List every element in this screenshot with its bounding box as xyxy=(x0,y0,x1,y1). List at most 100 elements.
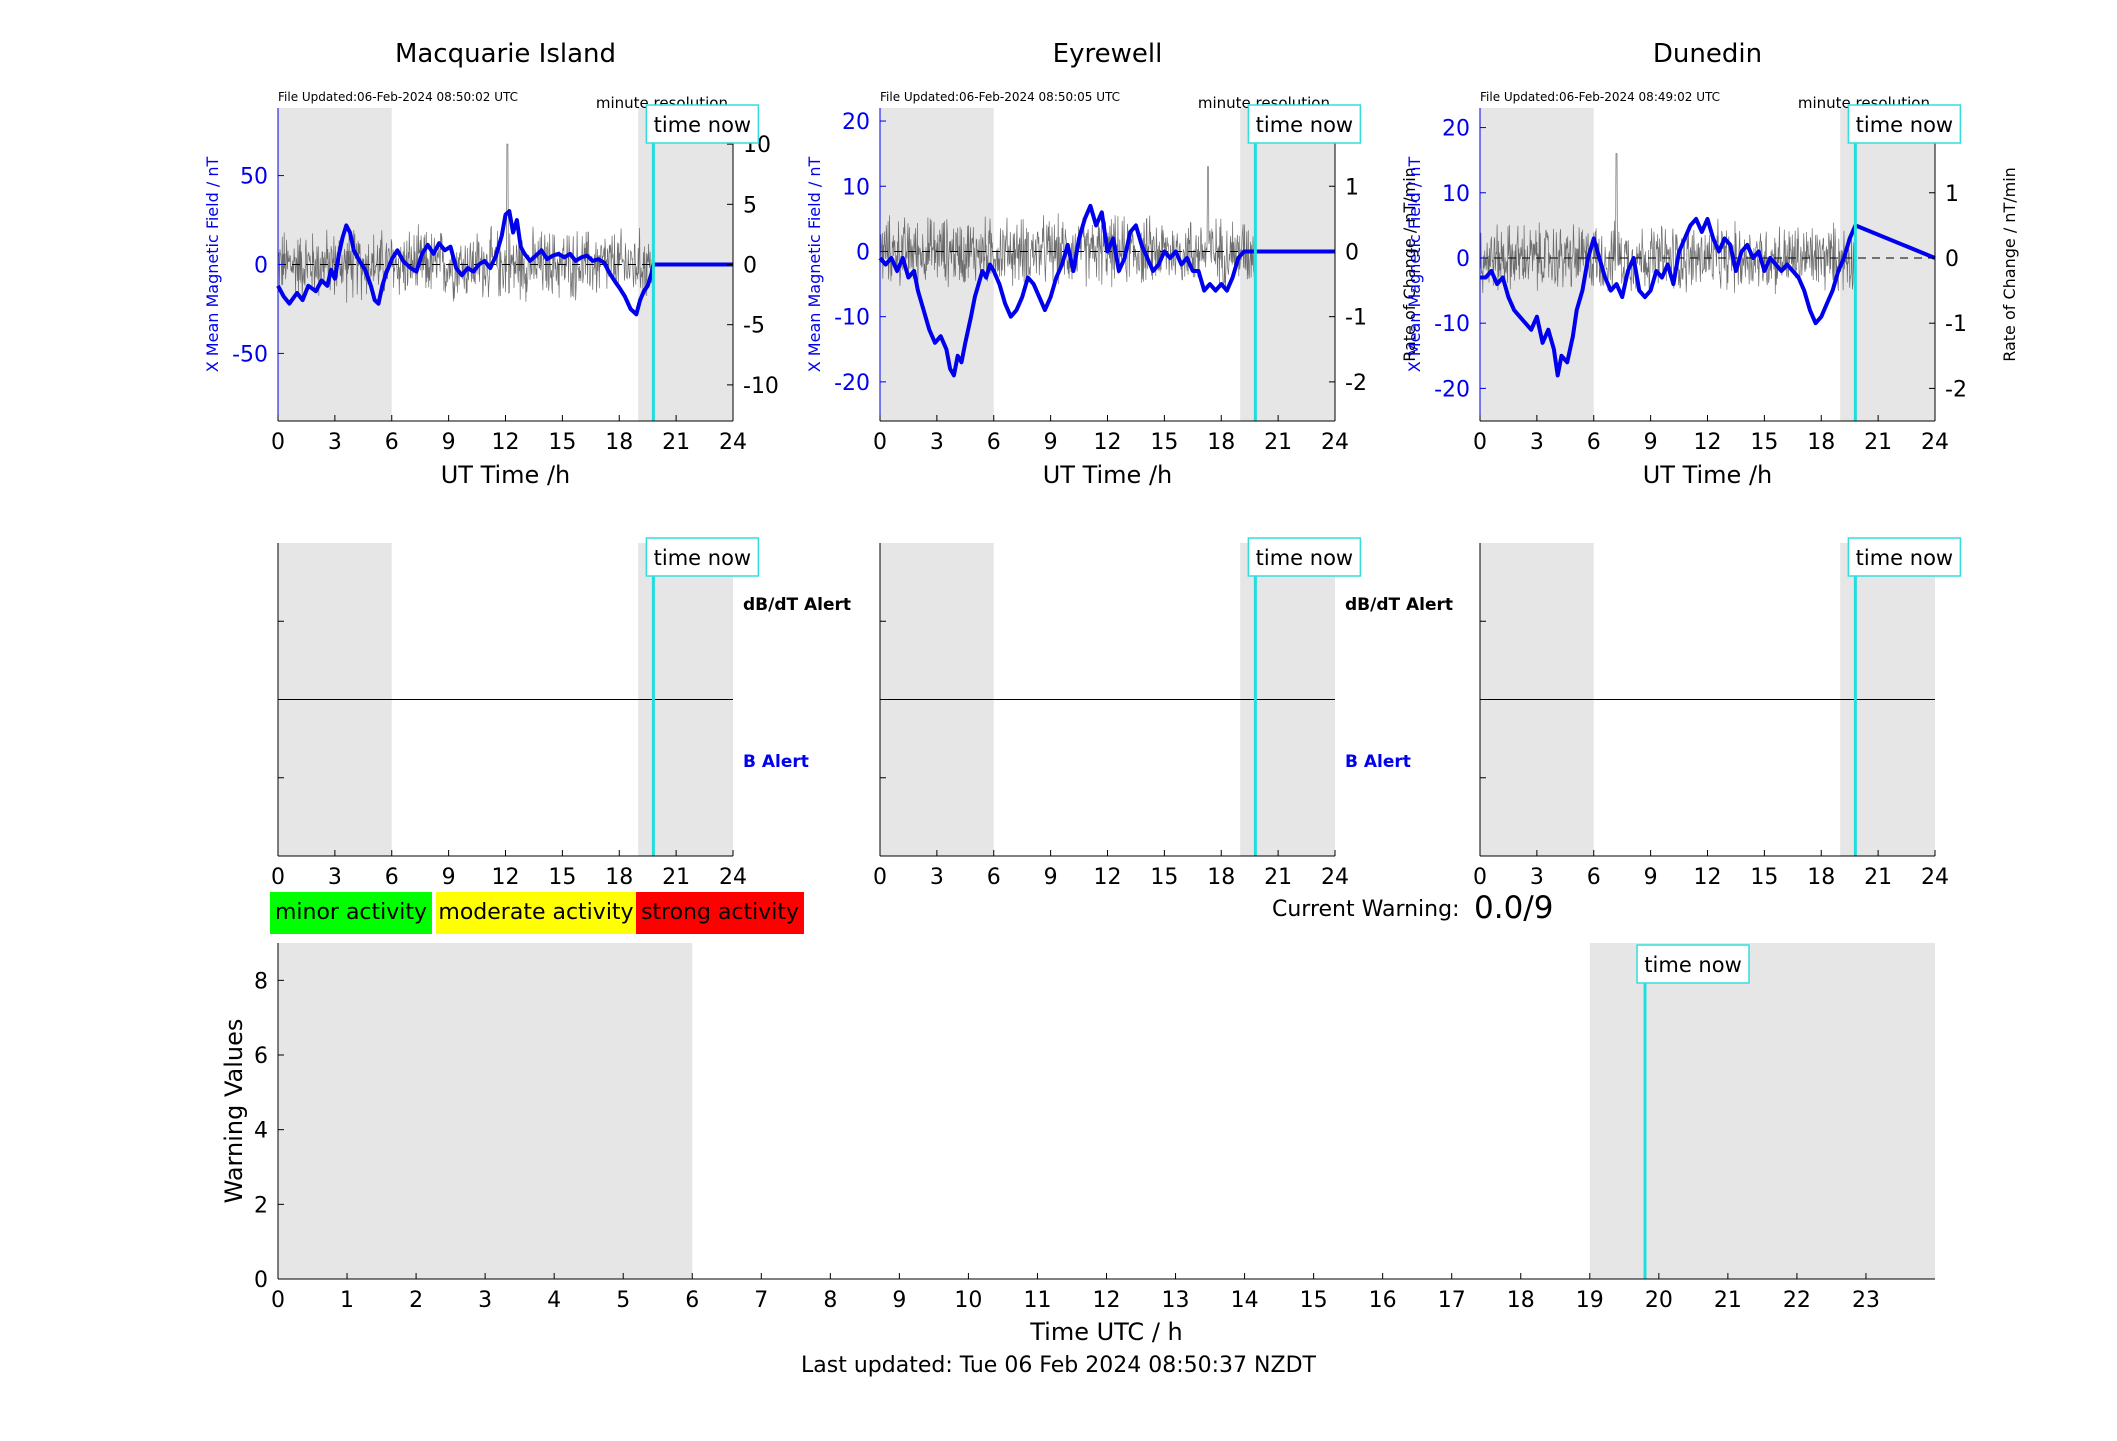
right-y-tick-label: -5 xyxy=(743,314,765,339)
legend-minor-activity: minor activity xyxy=(270,892,432,934)
x-axis-label: UT Time /h xyxy=(1043,461,1173,489)
right-y-tick-label: 0 xyxy=(1945,247,1959,272)
station-1-x-tick-label: 9 xyxy=(442,430,456,455)
time-now-label-box xyxy=(1847,537,1962,577)
station-3-x-tick-label: 6 xyxy=(1587,430,1601,455)
station-3-x-tick-label: 9 xyxy=(1644,430,1658,455)
warning-x-tick-label: 17 xyxy=(1438,1288,1466,1313)
alert-chart-1: dB/dT Alert B Alert xyxy=(277,543,851,856)
station-3-x-tick-label: 15 xyxy=(1750,430,1778,455)
alert-2-x-tick-label: 0 xyxy=(873,865,887,890)
warning-x-tick-label: 5 xyxy=(616,1288,630,1313)
left-y-tick-label: -10 xyxy=(1434,312,1470,337)
right-y-axis-label: Rate of Change / nT/min xyxy=(2000,167,2019,362)
station-chart-1: Macquarie Island File Updated:06-Feb-2024… xyxy=(203,39,779,489)
station-1-x-tick-label: 6 xyxy=(385,430,399,455)
x-axis-label: Time UTC / h xyxy=(1029,1318,1183,1346)
warning-x-tick-label: 12 xyxy=(1093,1288,1121,1313)
station-3-x-tick-label: 0 xyxy=(1473,430,1487,455)
time-now-label-box xyxy=(1636,944,1750,984)
time-now-label-box xyxy=(1847,104,1962,144)
rate-of-change-series xyxy=(277,143,654,303)
warning-x-tick-label: 10 xyxy=(954,1288,982,1313)
legend-strong-activity: strong activity xyxy=(636,892,804,934)
warning-x-tick-label: 4 xyxy=(547,1288,561,1313)
right-y-tick-label: -2 xyxy=(1945,377,1967,402)
warning-x-tick-label: 20 xyxy=(1645,1288,1673,1313)
left-y-tick-label: -20 xyxy=(1434,377,1470,402)
warning-x-tick-label: 2 xyxy=(409,1288,423,1313)
time-now-label: time now xyxy=(1256,113,1353,137)
station-1-x-tick-label: 15 xyxy=(548,430,576,455)
alert-2-x-tick-label: 15 xyxy=(1150,865,1178,890)
left-y-tick-label: 10 xyxy=(1442,182,1470,207)
alert-2-x-tick-label: 18 xyxy=(1207,865,1235,890)
station-1-x-tick-label: 3 xyxy=(328,430,342,455)
shaded-interval xyxy=(1589,943,1935,1279)
warning-x-tick-label: 1 xyxy=(340,1288,354,1313)
y-tick-label: 4 xyxy=(254,1119,268,1144)
alert-3-x-tick-label: 6 xyxy=(1587,865,1601,890)
left-y-axis-label: X Mean Magnetic Field / nT xyxy=(1405,157,1424,373)
station-1-x-tick-label: 21 xyxy=(662,430,690,455)
right-y-axis-label: Rate of Change / nT/min xyxy=(1400,167,1419,362)
mean-field-series xyxy=(1480,216,1936,378)
file-updated-text: File Updated:06-Feb-2024 08:49:02 UTC xyxy=(1480,90,1720,104)
right-y-tick-label: 5 xyxy=(743,193,757,218)
x-axis-label: UT Time /h xyxy=(441,461,571,489)
alert-3-x-tick-label: 12 xyxy=(1694,865,1722,890)
warning-x-tick-label: 15 xyxy=(1300,1288,1328,1313)
left-y-tick-label: 20 xyxy=(842,110,870,135)
station-2-x-tick-label: 21 xyxy=(1264,430,1292,455)
right-y-tick-label: 0 xyxy=(1345,240,1359,265)
left-y-tick-label: -20 xyxy=(834,371,870,396)
station-2-x-tick-label: 24 xyxy=(1321,430,1349,455)
warning-chart: 0 2 4 6 8 Time UTC / h Warning Values xyxy=(220,943,1935,1346)
left-y-tick-label: -50 xyxy=(232,342,268,367)
file-updated-text: File Updated:06-Feb-2024 08:50:05 UTC xyxy=(880,90,1120,104)
left-y-tick-label: -10 xyxy=(834,306,870,331)
legend-moderate-activity: moderate activity xyxy=(436,892,636,934)
station-2-x-tick-label: 12 xyxy=(1094,430,1122,455)
warning-x-tick-label: 18 xyxy=(1507,1288,1535,1313)
warning-x-tick-label: 19 xyxy=(1576,1288,1604,1313)
time-now-label: time now xyxy=(1856,546,1953,570)
left-y-axis-label: X Mean Magnetic Field / nT xyxy=(805,157,824,373)
warning-x-tick-label: 23 xyxy=(1852,1288,1880,1313)
left-y-tick-label: 10 xyxy=(842,175,870,200)
alert-chart-3 xyxy=(1479,543,1935,856)
alert-2-x-tick-label: 3 xyxy=(930,865,944,890)
x-axis-label: UT Time /h xyxy=(1643,461,1773,489)
alert-3-x-tick-label: 18 xyxy=(1807,865,1835,890)
alert-2-x-tick-label: 6 xyxy=(987,865,1001,890)
right-y-tick-label: 0 xyxy=(743,254,757,279)
warning-x-tick-label: 3 xyxy=(478,1288,492,1313)
time-now-label: time now xyxy=(1856,113,1953,137)
alert-chart-2: dB/dT Alert B Alert xyxy=(879,543,1453,856)
current-warning-value: 0.0/9 xyxy=(1474,890,1554,926)
alert-1-x-tick-label: 21 xyxy=(662,865,690,890)
right-y-tick-label: -10 xyxy=(743,374,779,399)
warning-x-tick-label: 14 xyxy=(1231,1288,1259,1313)
alert-1-x-tick-label: 9 xyxy=(442,865,456,890)
left-y-tick-label: 0 xyxy=(1456,247,1470,272)
warning-x-tick-label: 6 xyxy=(685,1288,699,1313)
warning-x-tick-label: 7 xyxy=(754,1288,768,1313)
alert-3-x-tick-label: 15 xyxy=(1750,865,1778,890)
dbdt-alert-label: dB/dT Alert xyxy=(1345,595,1453,615)
station-1-x-tick-label: 24 xyxy=(719,430,747,455)
left-y-axis-label: X Mean Magnetic Field / nT xyxy=(203,157,222,373)
time-now-label-box xyxy=(1247,537,1362,577)
alert-3-x-tick-label: 3 xyxy=(1530,865,1544,890)
station-3-x-tick-label: 3 xyxy=(1530,430,1544,455)
alert-1-x-tick-label: 6 xyxy=(385,865,399,890)
dbdt-alert-label: dB/dT Alert xyxy=(743,595,851,615)
alert-1-x-tick-label: 12 xyxy=(492,865,520,890)
station-2-x-tick-label: 0 xyxy=(873,430,887,455)
station-2-x-tick-label: 3 xyxy=(930,430,944,455)
right-y-tick-label: 1 xyxy=(1945,182,1959,207)
station-3-x-tick-label: 12 xyxy=(1694,430,1722,455)
chart-title: Dunedin xyxy=(1653,39,1762,69)
alert-3-x-tick-label: 0 xyxy=(1473,865,1487,890)
